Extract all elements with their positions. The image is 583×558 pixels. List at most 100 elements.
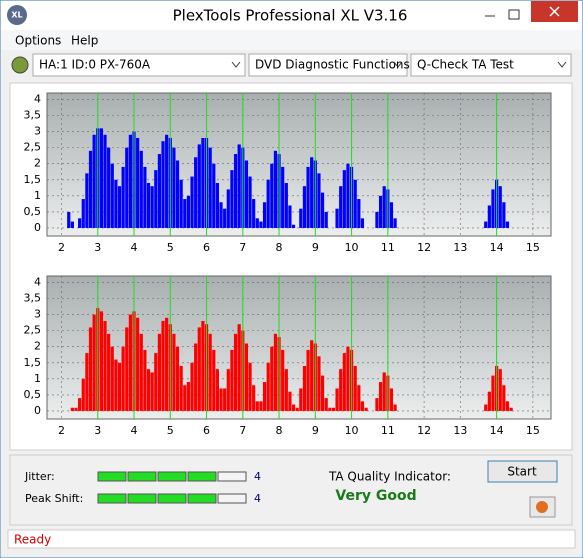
- bar: [103, 134, 107, 228]
- charts: 00,511,522,533,542 3 4 5 6 7 8 9 10 11 12 13 14 1500,…: [24, 92, 552, 437]
- status-bar: [7, 529, 576, 549]
- bar: [357, 385, 361, 411]
- bar: [252, 199, 256, 228]
- bar: [375, 211, 379, 228]
- menu-item[interactable]: Help: [71, 34, 98, 48]
- bar: [139, 150, 143, 228]
- bar: [146, 182, 151, 228]
- ta-quality-label: TA Quality Indicator:: [328, 470, 451, 484]
- bar: [320, 192, 325, 228]
- bar: [194, 157, 198, 228]
- start-button[interactable]: [487, 460, 558, 483]
- bar: [360, 401, 365, 411]
- bar: [114, 179, 118, 228]
- bar: [306, 349, 310, 411]
- bar: [183, 385, 187, 411]
- bar: [154, 170, 158, 228]
- function-text: DVD Diagnostic Functions: [255, 58, 410, 72]
- bar: [67, 211, 71, 228]
- bar: [233, 154, 238, 228]
- bar: [310, 340, 314, 411]
- meter-segment: [97, 493, 127, 504]
- bar: [487, 391, 491, 411]
- x-tick-label: 3: [94, 424, 101, 437]
- app-icon: [7, 5, 27, 25]
- test-text: Q-Check TA Test: [417, 58, 514, 72]
- y-tick-label: 3: [34, 308, 41, 321]
- meter-segment: [157, 471, 187, 482]
- meter-segment: [187, 471, 217, 482]
- bar: [223, 388, 227, 411]
- combo-arrow: [393, 61, 403, 68]
- bar: [194, 343, 198, 411]
- bar: [342, 170, 346, 228]
- bar: [273, 333, 278, 411]
- maximize-button[interactable]: [508, 9, 520, 20]
- bar: [143, 349, 147, 411]
- bar: [117, 186, 122, 228]
- bar: [215, 369, 220, 411]
- bar: [212, 349, 216, 411]
- bar: [266, 362, 270, 411]
- bar: [70, 221, 74, 228]
- bar: [357, 199, 361, 228]
- bar: [382, 372, 386, 411]
- x-tick-label: 2: [58, 424, 65, 437]
- bar: [259, 401, 263, 411]
- x-tick-label: 11: [381, 424, 395, 437]
- x-tick-label: 15: [526, 424, 540, 437]
- bar: [288, 391, 292, 411]
- bar: [484, 404, 488, 411]
- bar: [284, 369, 288, 411]
- bar: [201, 320, 205, 411]
- bar: [175, 160, 180, 228]
- x-tick-label: 11: [381, 241, 395, 254]
- x-tick-label: 4: [131, 241, 138, 254]
- x-tick-label: 9: [312, 424, 319, 437]
- bar: [328, 407, 332, 411]
- x-tick-label: 14: [490, 424, 504, 437]
- bar: [78, 398, 82, 411]
- bar: [270, 163, 274, 228]
- y-tick-label: 2,5: [24, 141, 42, 154]
- x-tick-label: 12: [417, 241, 431, 254]
- bar: [498, 186, 502, 228]
- x-tick-label: 7: [239, 424, 246, 437]
- y-tick-label: 4: [34, 275, 41, 288]
- bar: [88, 150, 93, 228]
- bar: [121, 346, 125, 411]
- bar: [179, 365, 183, 411]
- bar: [353, 179, 357, 228]
- bar: [284, 182, 288, 228]
- x-tick-label: 6: [203, 424, 210, 437]
- x-tick-label: 7: [239, 241, 246, 254]
- bar: [157, 333, 162, 411]
- bar: [353, 365, 357, 411]
- start-label: Start: [507, 465, 537, 479]
- bar: [186, 382, 191, 411]
- jitter-meter: [97, 471, 247, 482]
- bar: [509, 407, 513, 411]
- bar: [288, 205, 292, 228]
- bar: [99, 311, 103, 411]
- bar: [190, 362, 194, 411]
- meter-segment: [187, 493, 217, 504]
- y-tick-label: 1: [34, 372, 41, 385]
- bar: [150, 186, 154, 228]
- menu-item[interactable]: Options: [15, 34, 61, 48]
- drive-combo[interactable]: [32, 53, 246, 77]
- bar: [212, 163, 216, 228]
- function-combo[interactable]: [248, 53, 408, 77]
- bar: [262, 382, 267, 411]
- close-icon: [549, 6, 560, 17]
- bar: [78, 218, 82, 228]
- bar: [299, 388, 303, 411]
- bar: [487, 205, 491, 228]
- bar: [226, 189, 230, 228]
- bar: [237, 144, 241, 228]
- bar: [270, 346, 274, 411]
- test-combo[interactable]: [410, 53, 572, 77]
- bar: [295, 407, 299, 411]
- bar: [161, 320, 165, 411]
